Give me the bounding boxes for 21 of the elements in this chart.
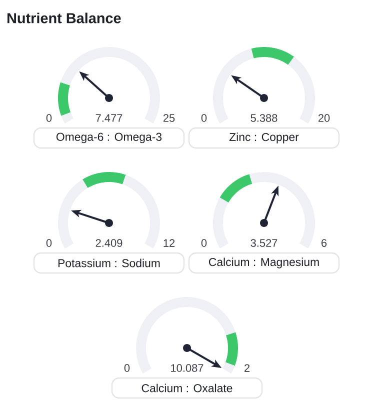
text: 2.409 [96,239,122,247]
text: 25 [163,114,175,122]
text: 3.527 [250,239,278,247]
text: 6 [322,239,327,247]
text: Potassium : Sodium [58,258,160,268]
text: 2 [244,364,250,372]
chart-title: Nutrient Balance [7,12,121,24]
text: 0 [46,239,52,247]
text: Omega-6 : Omega-3 [56,132,162,144]
text: 5.388 [250,114,278,122]
text: 7.477 [96,114,122,122]
text: 20 [318,114,330,122]
text: 0 [124,364,130,372]
text: 12 [164,239,175,247]
text: Zinc : Copper [229,132,299,144]
text: 0 [201,114,207,122]
text: 0 [201,239,207,247]
text: Calcium : Oxalate [142,384,232,392]
text: Calcium : Magnesium [208,258,319,268]
text: 0 [46,114,52,122]
text: 10.087 [171,364,204,372]
